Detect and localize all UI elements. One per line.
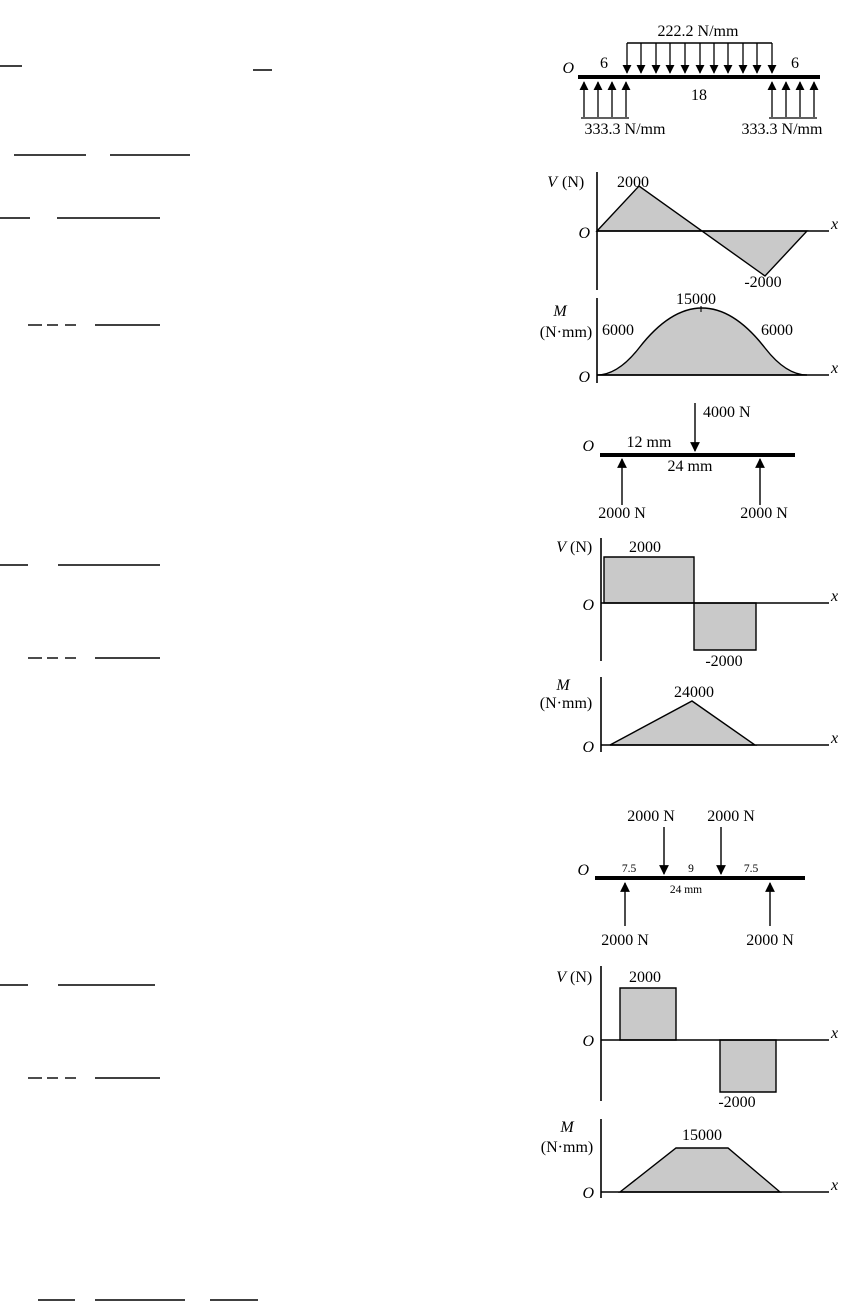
beam2-loading-diagram: 4000 N O 12 mm 24 mm 2000 N 2000 N [582, 403, 795, 522]
moment2-axis-units-label: (N·mm) [540, 695, 592, 712]
beam3-loading-diagram: 2000 N 2000 N O 7.5 9 7.5 24 mm 2000 N 2… [577, 808, 805, 949]
shear-diagram-3: V (N) 2000 O x -2000 [556, 966, 838, 1111]
beam3-right-reaction-label: 2000 N [746, 932, 794, 949]
beam1-loading-diagram: 222.2 N/mm O 6 6 18 [562, 23, 823, 138]
shear1-axis-units-label: (N) [562, 174, 584, 191]
beam1-distributed-load-label: 222.2 N/mm [658, 23, 739, 40]
moment3-axis-m-label: M [559, 1119, 575, 1136]
moment-diagram-1: 15000 M (N·mm) 6000 6000 O x [540, 291, 838, 386]
beam2-half-span-label: 12 mm [627, 434, 672, 451]
beam3-span-label: 24 mm [670, 884, 702, 896]
moment3-trapezoid-area [617, 1147, 782, 1193]
beam3-seg3-label: 7.5 [744, 863, 759, 875]
shear3-axis-v-label: V [556, 969, 568, 986]
beam3-left-reaction-label: 2000 N [601, 932, 649, 949]
shear2-x-label: x [830, 588, 838, 605]
beam3-left-load-label: 2000 N [627, 808, 675, 825]
beam3-seg2-label: 9 [688, 863, 694, 875]
moment3-origin-label: O [582, 1185, 594, 1202]
beam3-seg1-label: 7.5 [622, 863, 637, 875]
beam1-right-reaction-arrows [767, 81, 819, 119]
beam2-origin-label: O [582, 438, 594, 455]
shear1-x-label: x [830, 216, 838, 233]
moment1-origin-label: O [578, 369, 590, 386]
shear3-origin-label: O [582, 1033, 594, 1050]
shear2-axis-v-label: V [556, 539, 568, 556]
moment-diagram-3: M (N·mm) 15000 O x [541, 1119, 838, 1202]
equation-fragment-lines [0, 65, 272, 1301]
shear2-origin-label: O [582, 597, 594, 614]
shear1-min-label: -2000 [744, 274, 781, 291]
beam2-load-label: 4000 N [703, 404, 751, 421]
shear2-min-label: -2000 [705, 653, 742, 670]
shear3-positive-block [619, 987, 677, 1041]
moment3-peak-label: 15000 [682, 1127, 722, 1144]
beam1-left-length-label: 6 [600, 55, 608, 72]
moment2-origin-label: O [582, 739, 594, 756]
moment3-x-label: x [830, 1177, 838, 1194]
moment-diagram-2: M (N·mm) 24000 O x [540, 677, 838, 756]
beam1-left-reaction-label: 333.3 N/mm [585, 121, 666, 138]
shear3-max-label: 2000 [629, 969, 661, 986]
moment1-curve-area [596, 307, 808, 376]
moment1-left-value-label: 6000 [602, 322, 634, 339]
moment1-axis-units-label: (N·mm) [540, 324, 592, 341]
moment2-axis-m-label: M [555, 677, 571, 694]
shear3-x-label: x [830, 1025, 838, 1042]
shear3-negative-block [719, 1039, 777, 1093]
beam1-origin-label: O [562, 60, 574, 77]
shear1-max-label: 2000 [617, 174, 649, 191]
shear1-origin-label: O [578, 225, 590, 242]
moment1-right-value-label: 6000 [761, 322, 793, 339]
beam3-right-load-label: 2000 N [707, 808, 755, 825]
shear-diagram-1: V (N) 2000 O x -2000 [547, 172, 838, 291]
beam2-span-label: 24 mm [668, 458, 713, 475]
beam1-right-length-label: 6 [791, 55, 799, 72]
shear1-axis-v-label: V [547, 174, 559, 191]
beam2-right-reaction-label: 2000 N [740, 505, 788, 522]
beam3-origin-label: O [577, 862, 589, 879]
moment2-x-label: x [830, 730, 838, 747]
moment2-peak-label: 24000 [674, 684, 714, 701]
shear-diagram-2: V (N) 2000 O x -2000 [556, 538, 838, 670]
moment1-peak-label: 15000 [676, 291, 716, 308]
beam1-left-reaction-arrows [579, 81, 631, 119]
beam1-down-arrows [622, 43, 777, 74]
shear3-axis-units-label: (N) [570, 969, 592, 986]
moment2-triangle-area [609, 700, 758, 746]
moment1-axis-m-label: M [552, 303, 568, 320]
shear3-min-label: -2000 [718, 1094, 755, 1111]
moment1-x-label: x [830, 360, 838, 377]
beam1-right-reaction-label: 333.3 N/mm [742, 121, 823, 138]
shear2-max-label: 2000 [629, 539, 661, 556]
beam2-left-reaction-label: 2000 N [598, 505, 646, 522]
beam1-mid-length-label: 18 [691, 87, 707, 104]
shear2-axis-units-label: (N) [570, 539, 592, 556]
moment3-axis-units-label: (N·mm) [541, 1139, 593, 1156]
